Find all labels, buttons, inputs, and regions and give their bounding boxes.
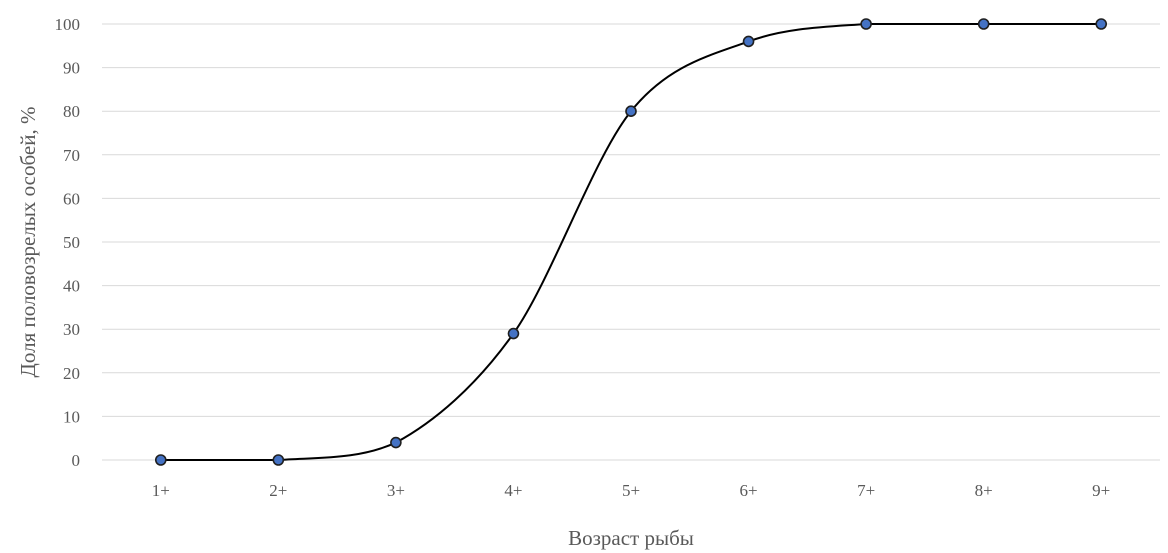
x-tick-label: 9+ [1092, 481, 1110, 500]
y-tick-label: 30 [63, 320, 80, 339]
data-point-4+ [507, 327, 520, 340]
y-axis-title: Доля половозрелых особей, % [16, 107, 40, 378]
gridlines [102, 23, 1160, 461]
y-tick-label: 20 [63, 364, 80, 383]
y-tick-label: 100 [55, 15, 81, 34]
data-markers [154, 18, 1108, 466]
data-point-9+ [1095, 18, 1108, 30]
x-tick-label: 7+ [857, 481, 875, 500]
data-point-5+ [625, 105, 637, 117]
y-tick-label: 40 [63, 277, 80, 296]
y-tick-label: 0 [72, 451, 81, 470]
x-tick-label: 5+ [622, 481, 640, 500]
series-line [160, 22, 1102, 462]
data-point-7+ [860, 18, 872, 30]
x-tick-label: 1+ [152, 481, 170, 500]
x-axis-tick-labels: 1+ 2+ 3+ 4+ 5+ 6+ 7+ 8+ 9+ [152, 481, 1111, 500]
x-tick-label: 8+ [975, 481, 993, 500]
y-axis-tick-labels: 0 10 20 30 40 50 60 70 80 90 100 [55, 15, 81, 470]
x-tick-label: 6+ [740, 481, 758, 500]
y-tick-label: 60 [63, 189, 80, 208]
x-tick-label: 4+ [504, 481, 522, 500]
y-tick-label: 80 [63, 102, 80, 121]
data-point-2+ [272, 454, 285, 466]
x-axis-title: Возраст рыбы [568, 526, 694, 550]
data-point-6+ [742, 35, 755, 48]
y-tick-label: 50 [63, 233, 80, 252]
data-point-8+ [977, 18, 990, 30]
y-tick-label: 70 [63, 146, 80, 165]
y-tick-label: 90 [63, 59, 80, 78]
data-point-1+ [154, 454, 167, 466]
y-tick-label: 10 [63, 407, 80, 426]
x-tick-label: 3+ [387, 481, 405, 500]
x-tick-label: 2+ [269, 481, 287, 500]
data-point-3+ [390, 436, 402, 449]
